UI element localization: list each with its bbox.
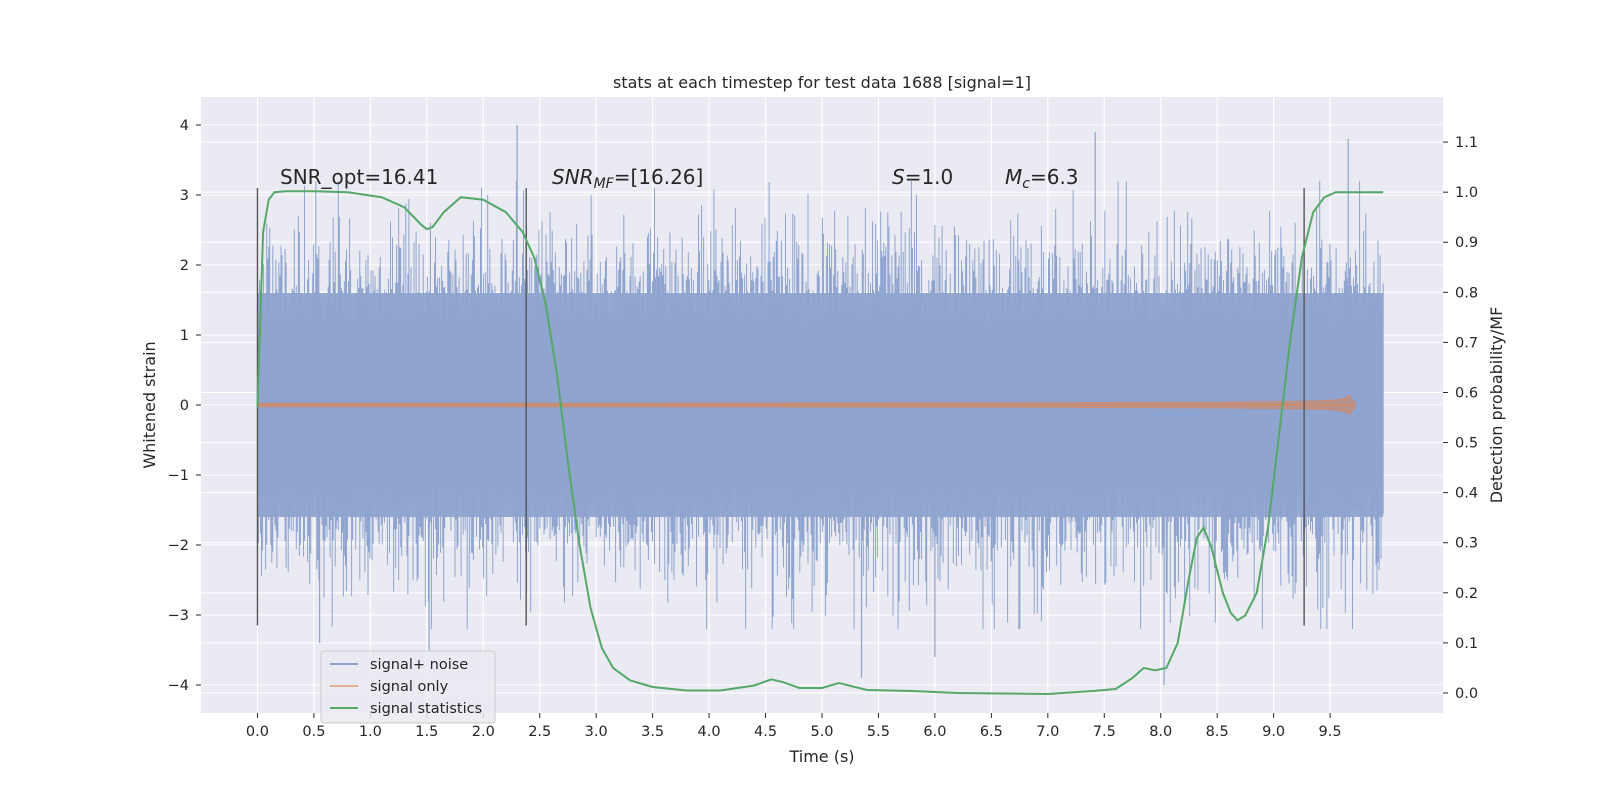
y-tick-label: −4: [168, 678, 189, 694]
legend: signal+ noise signal only signal statist…: [320, 650, 496, 724]
y2-axis-ticks: 1.1 1.0 0.9 0.8 0.7 0.6 0.5 0.4 0.3 0.2 0.1 0.0: [1443, 135, 1478, 702]
annotation-mc: Mc=6.3: [1005, 165, 1079, 192]
y-tick-label: −3: [168, 608, 189, 624]
x-tick-label: 5.0: [810, 724, 833, 740]
y2-tick-label: 0.6: [1455, 385, 1478, 401]
y2-tick-label: 0.2: [1455, 586, 1478, 602]
x-tick-label: 1.5: [415, 724, 438, 740]
chart-title: stats at each timestep for test data 168…: [613, 73, 1031, 92]
snr-mf-value: =[16.26]: [614, 165, 704, 189]
mc-value: =6.3: [1030, 165, 1079, 189]
x-tick-label: 9.5: [1319, 724, 1342, 740]
y2-tick-label: 0.8: [1455, 285, 1478, 301]
x-tick-label: 2.0: [472, 724, 495, 740]
y2-tick-label: 1.1: [1455, 135, 1478, 151]
snr-mf-base: SNR: [552, 165, 594, 189]
y2-tick-label: 0.9: [1455, 235, 1478, 251]
s-var: S: [892, 165, 905, 189]
mc-var: M: [1005, 165, 1022, 189]
s-value: =1.0: [905, 165, 954, 189]
x-tick-label: 8.0: [1149, 724, 1172, 740]
y2-tick-label: 0.1: [1455, 636, 1478, 652]
y2-axis-label: Detection probability/MF: [1487, 307, 1506, 504]
y-axis-ticks: 4 3 2 1 0 −1 −2 −3 −4: [168, 118, 201, 694]
annotation-snr-mf: SNRMF=[16.26]: [552, 165, 703, 192]
legend-label-signal-statistics: signal statistics: [370, 701, 482, 717]
annotation-s: S=1.0: [892, 165, 953, 189]
snr-mf-sub: MF: [594, 176, 615, 192]
x-tick-label: 0.0: [246, 724, 269, 740]
y-axis-label: Whitened strain: [140, 341, 159, 468]
y-tick-label: 0: [180, 398, 189, 414]
y2-tick-label: 0.7: [1455, 335, 1478, 351]
series-signal-only: [257, 395, 1356, 415]
y2-tick-label: 0.5: [1455, 436, 1478, 452]
y2-tick-label: 1.0: [1455, 185, 1478, 201]
x-axis-ticks: 0.0 0.5 1.0 1.5 2.0 2.5 3.0 3.5 4.0 4.5 5.0 5.5 6.0 6…: [246, 713, 1342, 740]
x-tick-label: 9.0: [1262, 724, 1285, 740]
legend-label-signal-only: signal only: [370, 679, 449, 695]
legend-label-signal-noise: signal+ noise: [370, 657, 468, 673]
x-tick-label: 7.5: [1093, 724, 1116, 740]
noise-outliers: [319, 125, 1349, 685]
y-tick-label: 2: [180, 258, 189, 274]
y-tick-label: −2: [168, 538, 189, 554]
mc-sub: c: [1022, 176, 1030, 192]
series-signal-statistics: [256, 190, 1384, 696]
y2-tick-label: 0.3: [1455, 536, 1478, 552]
y-tick-label: 1: [180, 328, 189, 344]
y2-tick-label: 0.4: [1455, 486, 1478, 502]
x-axis-label: Time (s): [788, 747, 854, 766]
x-tick-label: 6.0: [923, 724, 946, 740]
x-tick-label: 4.0: [698, 724, 721, 740]
x-tick-label: 5.5: [867, 724, 890, 740]
x-tick-label: 0.5: [302, 724, 325, 740]
x-tick-label: 3.5: [641, 724, 664, 740]
y-tick-label: 3: [180, 188, 189, 204]
x-tick-label: 6.5: [980, 724, 1003, 740]
x-tick-label: 4.5: [754, 724, 777, 740]
x-tick-label: 2.5: [528, 724, 551, 740]
y-tick-label: −1: [168, 468, 189, 484]
x-tick-label: 8.5: [1206, 724, 1229, 740]
x-tick-label: 1.0: [359, 724, 382, 740]
x-tick-label: 7.0: [1036, 724, 1059, 740]
y2-tick-label: 0.0: [1455, 686, 1478, 702]
legend-box: [320, 650, 496, 724]
x-tick-label: 3.0: [585, 724, 608, 740]
annotation-snr-opt: SNR_opt=16.41: [280, 165, 438, 189]
y-tick-label: 4: [180, 118, 189, 134]
